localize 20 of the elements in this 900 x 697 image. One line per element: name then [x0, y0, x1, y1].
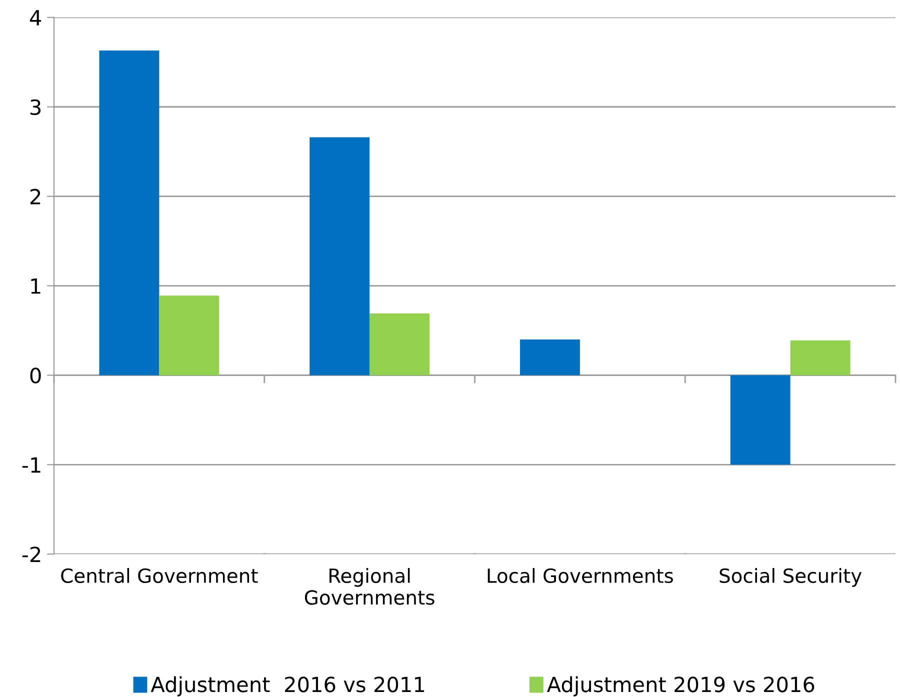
x-tick-label: Regional Governments — [304, 568, 434, 605]
y-tick-label: 0 — [30, 368, 41, 384]
bar — [159, 296, 220, 376]
bar — [99, 50, 160, 376]
y-tick-label: 4 — [30, 10, 42, 26]
x-tick-label: Social Security — [720, 568, 862, 587]
bar — [520, 339, 580, 376]
bar — [310, 137, 370, 376]
y-tick-label: 2 — [30, 188, 40, 204]
x-tick-label: Local Governments — [488, 568, 673, 584]
y-tick-label: -1 — [22, 457, 40, 473]
x-tick-label: Central Government — [61, 568, 258, 584]
y-tick-label: -2 — [22, 546, 40, 562]
y-tick-label: 3 — [30, 99, 41, 116]
bar — [790, 340, 850, 376]
legend-label: Adjustment 2016 vs 2011 — [150, 676, 424, 696]
bar — [730, 375, 790, 465]
legend-label: Adjustment 2019 vs 2016 — [546, 676, 814, 696]
bar — [370, 314, 430, 376]
y-tick-label: 1 — [31, 278, 40, 294]
